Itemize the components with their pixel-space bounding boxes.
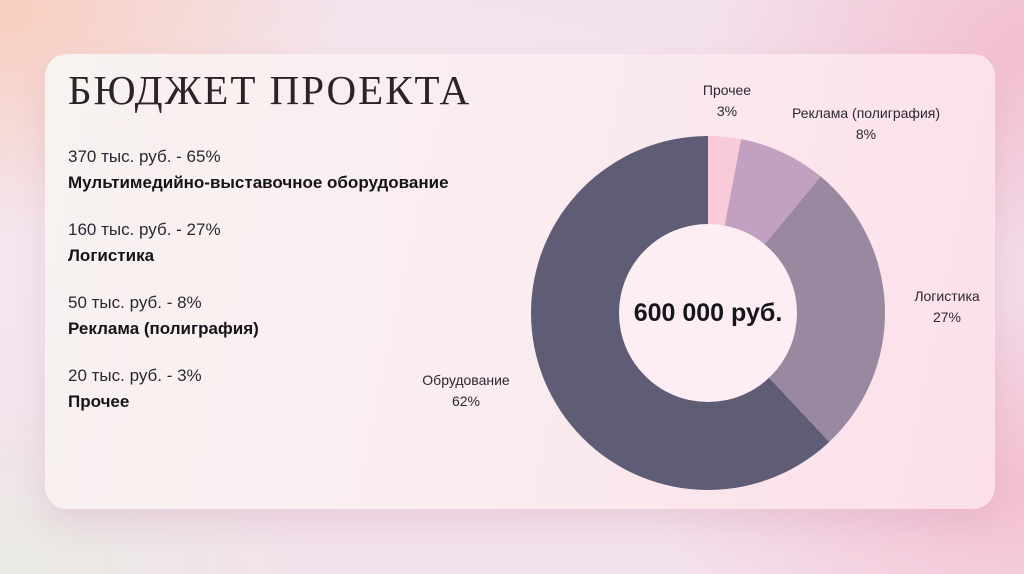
donut-chart: 600 000 руб. — [531, 136, 885, 490]
budget-label: Реклама (полиграфия) — [68, 319, 259, 338]
slice-callout-other: Прочее 3% — [672, 80, 782, 122]
slice-label: Логистика — [914, 288, 980, 304]
slice-label: Реклама (полиграфия) — [791, 105, 941, 121]
content-card: БЮДЖЕТ ПРОЕКТА 370 тыс. руб. - 65% Мульт… — [45, 54, 995, 509]
slice-callout-advertising: Реклама (полиграфия) 8% — [771, 103, 961, 145]
budget-amount: 370 тыс. руб. - 65% — [68, 147, 221, 166]
budget-amount: 160 тыс. руб. - 27% — [68, 220, 221, 239]
budget-amount: 20 тыс. руб. - 3% — [68, 366, 202, 385]
slice-callout-equipment: Обрудование 62% — [396, 370, 536, 412]
budget-item-equipment: 370 тыс. руб. - 65% Мультимедийно-выстав… — [68, 144, 508, 196]
donut-hole: 600 000 руб. — [619, 224, 797, 402]
slice-label: Прочее — [702, 82, 752, 98]
budget-item-advertising: 50 тыс. руб. - 8% Реклама (полиграфия) — [68, 290, 508, 342]
budget-list: 370 тыс. руб. - 65% Мультимедийно-выстав… — [68, 144, 508, 436]
budget-item-other: 20 тыс. руб. - 3% Прочее — [68, 363, 508, 415]
slice-percent: 27% — [932, 309, 962, 325]
budget-label: Логистика — [68, 246, 155, 265]
slice-label: Обрудование — [422, 372, 510, 388]
budget-label: Прочее — [68, 392, 130, 411]
slice-percent: 62% — [451, 393, 481, 409]
chart-center-total: 600 000 руб. — [633, 298, 783, 327]
page-title: БЮДЖЕТ ПРОЕКТА — [68, 67, 472, 113]
slice-callout-logistics: Логистика 27% — [887, 286, 1007, 328]
budget-item-logistics: 160 тыс. руб. - 27% Логистика — [68, 217, 508, 269]
slice-percent: 3% — [716, 103, 738, 119]
budget-label: Мультимедийно-выставочное оборудование — [68, 173, 449, 192]
budget-amount: 50 тыс. руб. - 8% — [68, 293, 202, 312]
slice-percent: 8% — [855, 126, 877, 142]
